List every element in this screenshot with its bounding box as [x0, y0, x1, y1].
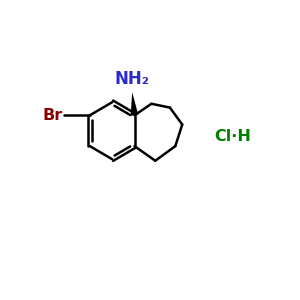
Text: Br: Br	[43, 108, 63, 123]
Text: NH₂: NH₂	[115, 70, 150, 88]
Text: Cl·H: Cl·H	[214, 129, 251, 144]
Polygon shape	[131, 92, 138, 116]
